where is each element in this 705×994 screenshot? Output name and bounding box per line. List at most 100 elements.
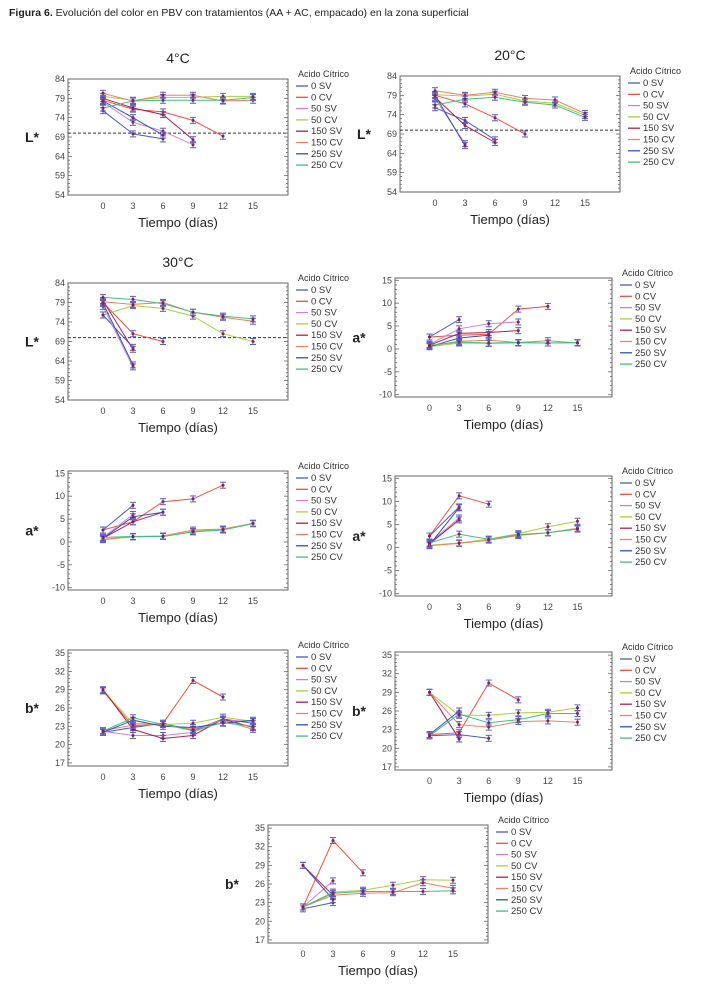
data-point [191,729,195,733]
data-point [221,314,225,318]
y-tick-label: 20 [382,743,392,753]
data-point [251,317,255,321]
x-tick-label: 15 [248,201,258,211]
data-point [487,713,491,717]
data-point [457,340,461,344]
data-point [191,143,195,147]
data-point [131,99,135,103]
chart-panel-6: -10 -5 0 5 10 15 0 3 6 9 12 15 Tiempo (días) a* Acido … [352,466,673,631]
series-line [429,339,578,347]
series-line [429,692,578,716]
data-point [131,515,135,519]
legend-label: 50 SV [635,501,662,512]
x-tick-label: 3 [130,596,135,606]
data-point [575,706,579,710]
y-tick-label: 35 [382,650,392,660]
data-point [523,132,527,136]
series-150-cv [300,879,456,911]
legend-label: 0 CV [311,663,333,674]
legend-label: 0 CV [311,484,333,495]
data-point [457,532,461,536]
x-tick-label: 0 [300,949,305,959]
x-tick-label: 6 [160,201,165,211]
data-point [161,98,165,102]
legend-title: Acido Cítrico [622,642,673,652]
data-point [331,891,335,895]
x-tick-label: 15 [572,602,582,612]
data-point [463,97,467,101]
series-line [429,507,460,546]
series-line [102,679,224,727]
legend-label: 0 CV [635,489,657,500]
legend-label: 0 CV [643,89,665,100]
data-point [191,497,195,501]
y-axis-label: L* [25,334,40,350]
legend-label: 150 SV [311,518,343,529]
data-point [546,304,550,308]
y-tick-label: 64 [55,356,65,366]
data-point [101,729,105,733]
data-point [433,93,437,97]
legend-label: 50 SV [311,675,338,686]
x-axis-label: Tiempo (días) [338,963,418,978]
data-point [487,322,491,326]
y-axis-label: b* [225,876,240,892]
x-axis-label: Tiempo (días) [464,417,544,432]
series-line [102,504,134,531]
x-axis-label: Tiempo (días) [464,790,544,805]
data-point [161,93,165,97]
data-point [575,720,579,724]
legend-label: 50 SV [643,101,670,112]
data-point [251,724,255,728]
series-line [429,713,578,737]
y-tick-label: 84 [55,74,65,84]
series-250-cv [432,93,588,121]
chart-panel-4: -10 -5 0 5 10 15 0 3 6 9 12 15 Tiempo (días) a* Acido … [352,268,673,432]
data-point [161,302,165,306]
legend-label: 50 CV [511,861,538,872]
data-point [428,335,432,339]
legend-title: Acido Cítrico [630,66,681,76]
data-point [191,98,195,102]
y-axis-label: L* [25,129,40,145]
data-point [583,115,587,119]
x-tick-label: 12 [218,406,228,416]
legend-label: 150 CV [511,884,543,895]
y-tick-label: 15 [382,275,392,285]
legend-label: 150 SV [311,330,343,341]
data-point [191,138,195,142]
chart-title: 4°C [166,50,190,66]
series-line [102,296,254,320]
data-point [331,839,335,843]
legend-label: 150 CV [635,535,667,546]
data-point [251,340,255,343]
y-tick-label: 79 [55,298,65,308]
legend-label: 50 CV [635,314,662,325]
data-point [191,93,195,97]
data-point [161,133,165,137]
data-point [487,502,491,506]
series-line [102,306,134,368]
data-point [487,341,491,345]
figure-caption: Figura 6. Evolución del color en PBV con… [9,7,469,19]
x-tick-label: 6 [360,949,365,959]
data-point [457,318,461,322]
data-point [428,534,432,538]
legend-label: 0 SV [643,78,664,89]
y-tick-label: 35 [255,823,265,833]
legend-label: 50 CV [311,686,338,697]
data-point [391,889,395,893]
chart-panel-5: -10 -5 0 5 10 15 0 3 6 9 12 15 Tiempo (días) a* Acido … [25,461,349,625]
series-250-cv [100,94,256,112]
x-tick-label: 15 [448,949,458,959]
series-line [302,865,334,900]
series-line [434,90,586,114]
series-250-cv [100,293,256,323]
data-point [331,879,335,883]
data-point [131,297,135,301]
legend-label: 150 CV [311,530,343,541]
data-point [161,510,165,514]
